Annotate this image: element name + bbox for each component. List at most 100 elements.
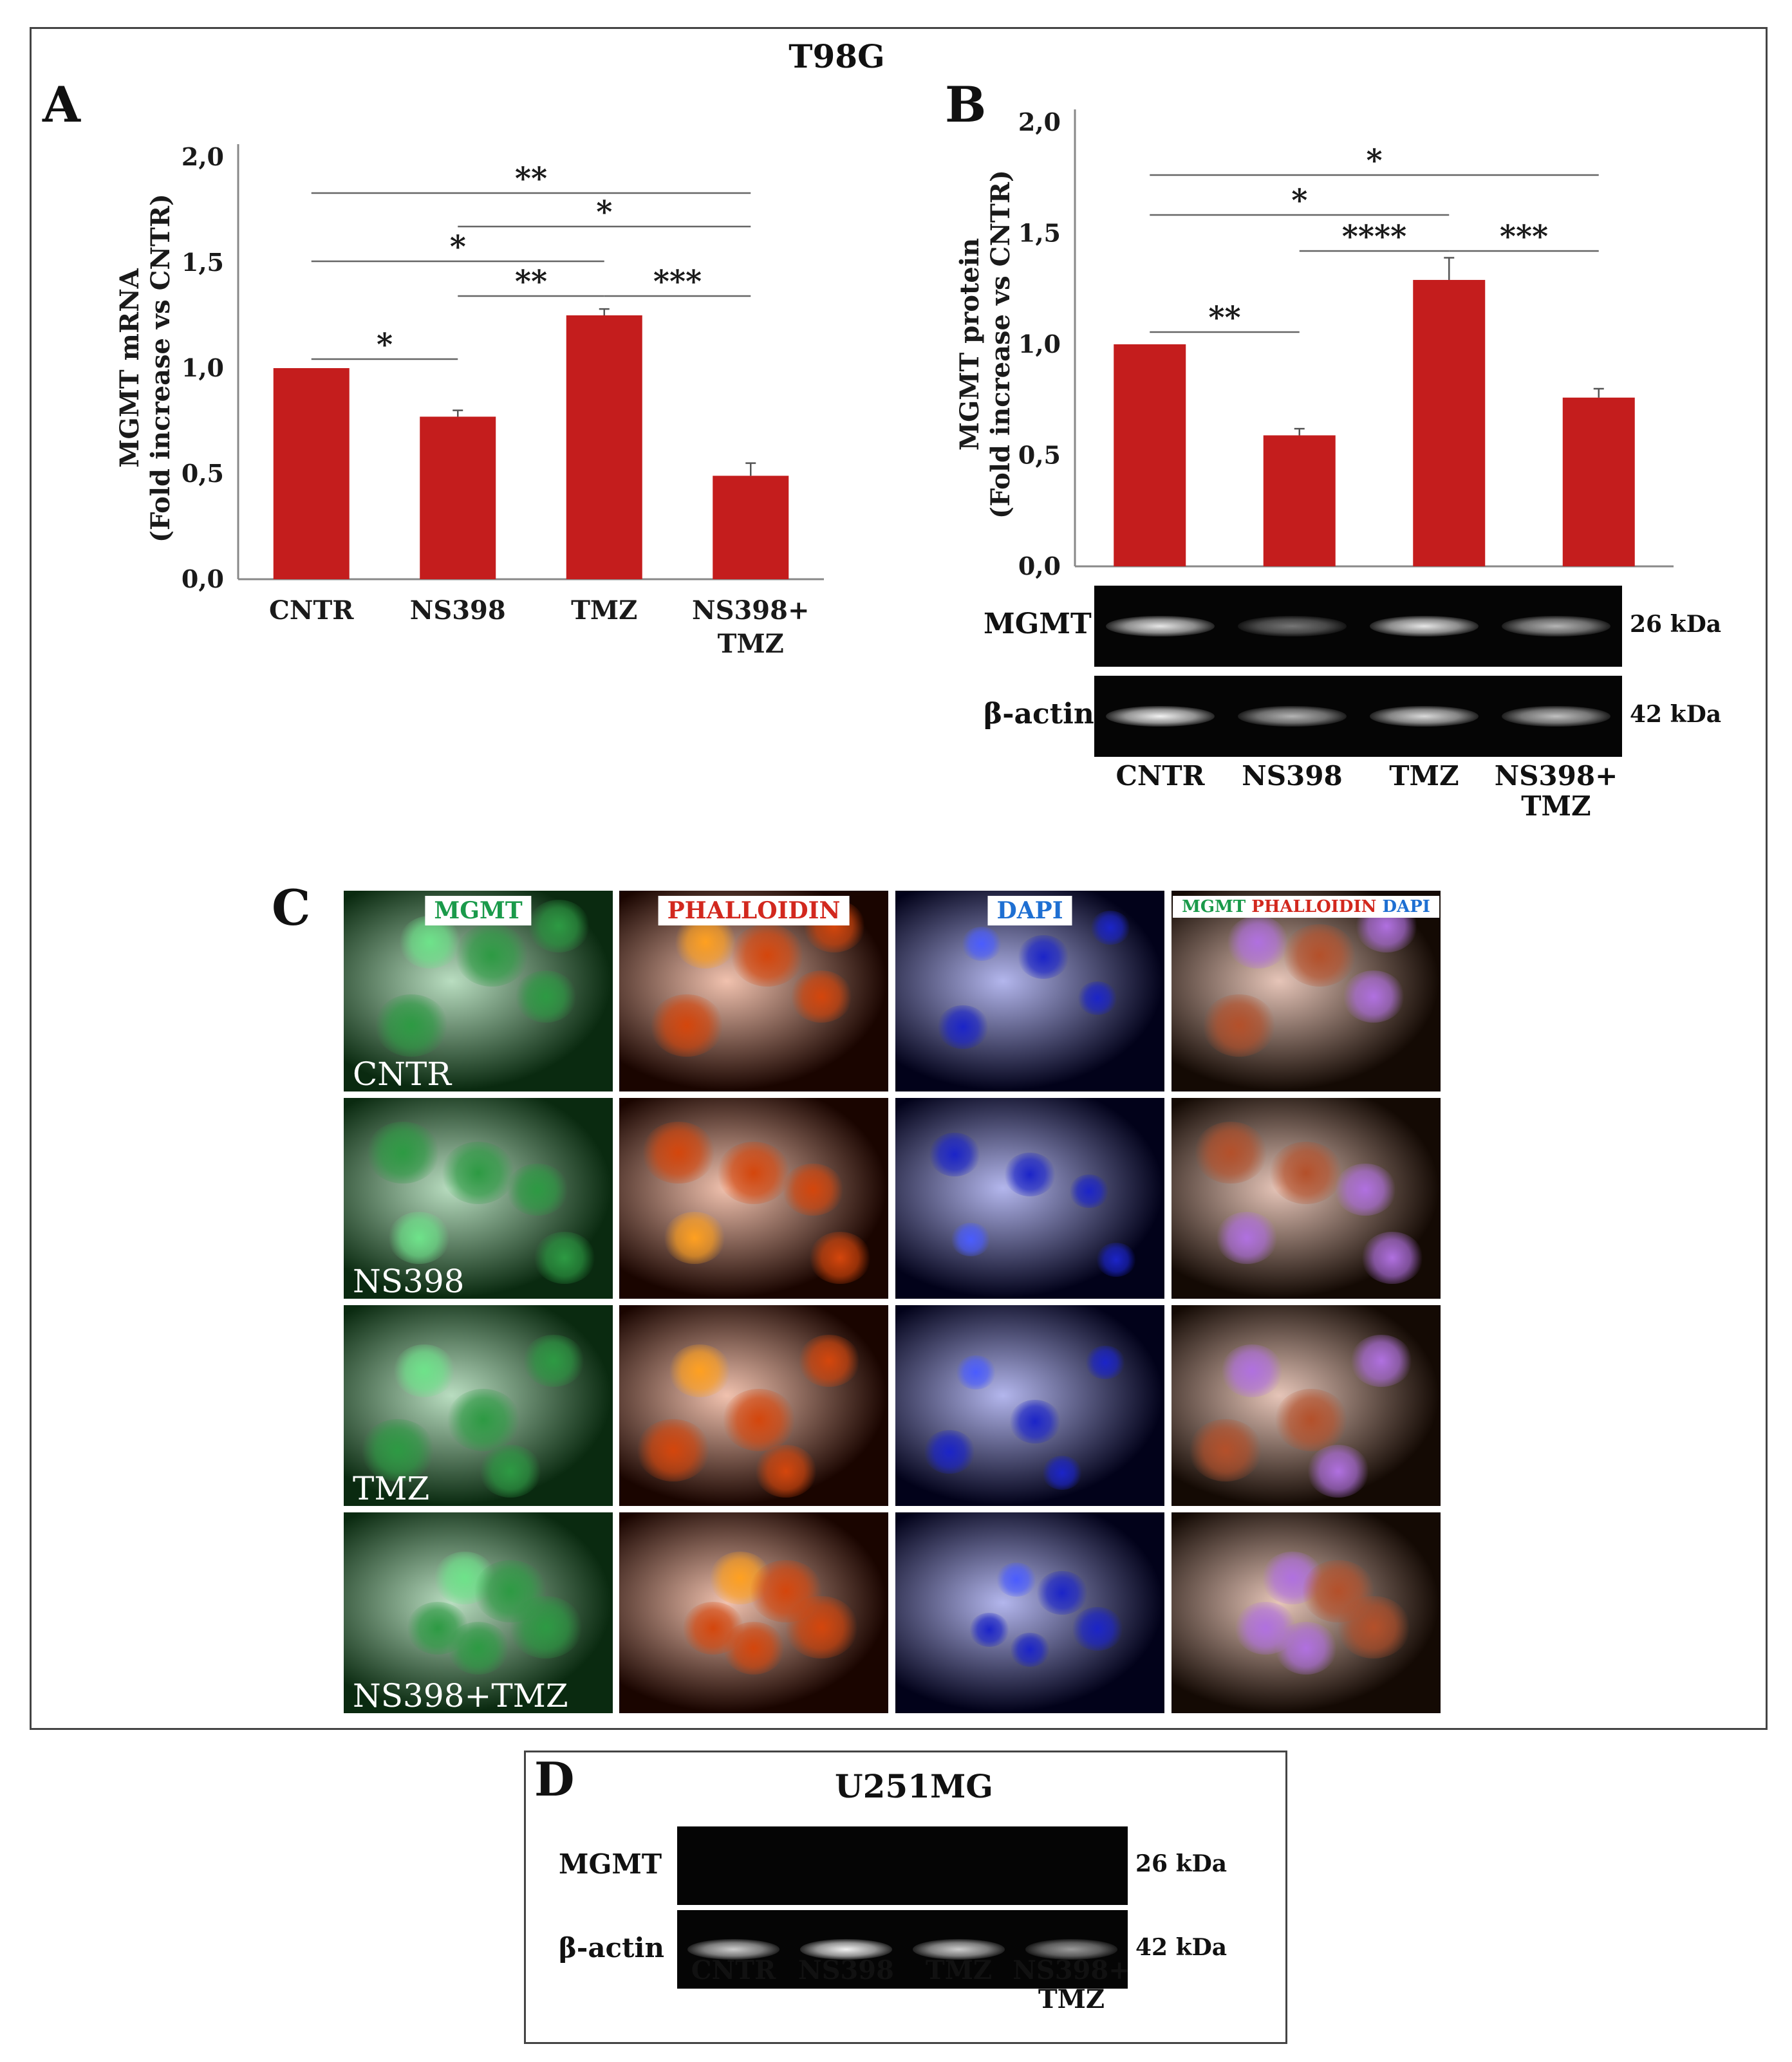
y-tick-label: 2,0 bbox=[1018, 107, 1061, 136]
y-tick-label: 0,5 bbox=[1018, 441, 1061, 470]
y-tick-label: 1,5 bbox=[1018, 219, 1061, 248]
stained-cell bbox=[649, 994, 723, 1057]
stained-cell bbox=[360, 1419, 434, 1481]
blot-kda-label: 26 kDa bbox=[1630, 611, 1722, 638]
blot-lane-label: NS398 bbox=[1242, 760, 1343, 792]
stained-cell bbox=[1221, 1344, 1283, 1397]
stained-cell bbox=[969, 1613, 1010, 1647]
stained-cell bbox=[956, 1355, 996, 1389]
stained-cell bbox=[506, 1163, 568, 1216]
channel-tag-part: MGMT bbox=[1182, 897, 1252, 916]
blot-lane-label: TMZ bbox=[1389, 760, 1459, 792]
blot-row-label: β-actin bbox=[559, 1931, 665, 1964]
stained-cell bbox=[1235, 1602, 1297, 1655]
channel-tag: MGMT PHALLOIDIN DAPI bbox=[1173, 896, 1439, 918]
micrograph-tile: TMZ bbox=[344, 1305, 613, 1506]
blot-kda-label: 42 kDa bbox=[1630, 701, 1722, 728]
stained-cell bbox=[514, 970, 577, 1023]
chart-b: 0,0 0,5 1,0 1,5 2,0 MGMT protein (Fold increas… bbox=[955, 107, 1674, 581]
x-tick-label: TMZ bbox=[718, 629, 784, 659]
significance-label: * bbox=[1291, 183, 1307, 219]
stained-cell bbox=[533, 1231, 595, 1285]
blot-lane-label: CNTR bbox=[1115, 760, 1205, 792]
micrograph-tile: DAPI bbox=[895, 891, 1164, 1091]
stained-cell bbox=[1336, 1596, 1410, 1659]
treatment-label: CNTR bbox=[353, 1055, 452, 1091]
stained-cell bbox=[1282, 924, 1356, 987]
bar bbox=[273, 368, 350, 579]
stained-cell bbox=[1009, 1400, 1061, 1444]
significance-label: * bbox=[1366, 143, 1382, 179]
main-title: T98G bbox=[789, 37, 885, 75]
stained-cell bbox=[1096, 1242, 1136, 1277]
stained-cell bbox=[480, 1445, 542, 1498]
stained-cell bbox=[1085, 1345, 1126, 1380]
stained-cell bbox=[798, 1334, 861, 1388]
significance-label: ** bbox=[1208, 300, 1240, 336]
blot-kda-label: 42 kDa bbox=[1135, 1934, 1227, 1961]
micrograph-tile: MGMT PHALLOIDIN DAPI bbox=[1171, 891, 1441, 1091]
bar bbox=[713, 476, 789, 579]
channel-tag: PHALLOIDIN bbox=[658, 896, 850, 925]
panels-abc-frame bbox=[30, 27, 1768, 1730]
micrograph-tile: NS398+TMZ bbox=[344, 1512, 613, 1713]
panel-letter-d: D bbox=[534, 1752, 575, 1807]
bar bbox=[1562, 397, 1635, 566]
blot-lane-label: NS398 bbox=[798, 1955, 894, 1985]
y-tick-label: 0,0 bbox=[182, 564, 224, 593]
stained-cell bbox=[781, 1163, 844, 1216]
channel-tag: DAPI bbox=[987, 896, 1072, 925]
x-tick-label: CNTR bbox=[269, 595, 354, 626]
stained-cell bbox=[790, 970, 852, 1023]
stained-cell bbox=[388, 1211, 451, 1265]
stained-cell bbox=[1017, 935, 1069, 980]
stained-cell bbox=[961, 927, 1002, 961]
stained-cell bbox=[1342, 970, 1405, 1023]
stained-cell bbox=[1042, 1456, 1083, 1490]
blot-strip bbox=[677, 1826, 1128, 1905]
blot-kda-label: 26 kDa bbox=[1135, 1850, 1227, 1877]
micrograph-tile bbox=[619, 1098, 888, 1299]
stained-cell bbox=[454, 924, 528, 987]
blot-row-label: β-actin bbox=[984, 698, 1094, 731]
stained-cell bbox=[528, 900, 590, 952]
blot-band bbox=[1370, 615, 1479, 637]
stained-cell bbox=[1188, 1419, 1262, 1481]
stained-cell bbox=[407, 1602, 469, 1655]
significance-label: ** bbox=[515, 264, 547, 300]
bar bbox=[1263, 435, 1336, 566]
blot-lane-label: NS398+ TMZ bbox=[1494, 760, 1618, 822]
stained-cell bbox=[509, 1596, 583, 1659]
blot-band bbox=[687, 1939, 780, 1960]
panel-letter-c: C bbox=[272, 879, 311, 936]
micrograph-tile bbox=[619, 1305, 888, 1506]
blot-band bbox=[1106, 615, 1215, 637]
significance-label: *** bbox=[653, 264, 702, 300]
bar bbox=[1413, 279, 1486, 566]
blot-band bbox=[1106, 705, 1215, 727]
stained-cell bbox=[664, 1211, 726, 1265]
channel-tag-part: DAPI bbox=[1382, 897, 1430, 916]
stained-cell bbox=[755, 1445, 817, 1498]
stained-cell bbox=[808, 1231, 871, 1285]
y-axis-label-line: (Fold increase vs CNTR) bbox=[145, 194, 176, 543]
significance-label: ** bbox=[515, 161, 547, 197]
micrograph-tile bbox=[895, 1098, 1164, 1299]
y-tick-label: 0,0 bbox=[1018, 552, 1061, 581]
micrograph-tile: PHALLOIDIN bbox=[619, 891, 888, 1091]
stained-cell bbox=[523, 1334, 585, 1388]
stained-cell bbox=[1069, 1174, 1109, 1209]
blot-strip bbox=[677, 1910, 1128, 1989]
blot-row-label: MGMT bbox=[559, 1848, 662, 1880]
treatment-label: NS398+TMZ bbox=[353, 1677, 568, 1713]
blot-band bbox=[912, 1939, 1005, 1960]
stained-cell bbox=[1226, 916, 1289, 969]
y-tick-label: 2,0 bbox=[182, 142, 224, 171]
y-tick-label: 1,0 bbox=[1018, 330, 1061, 358]
x-tick-label: TMZ bbox=[571, 595, 637, 626]
stained-cell bbox=[1361, 1231, 1423, 1285]
channel-tag: MGMT bbox=[425, 896, 532, 925]
stained-cell bbox=[636, 1419, 710, 1481]
y-axis-label-line: MGMT mRNA bbox=[115, 268, 145, 468]
blot-strip bbox=[1094, 676, 1622, 757]
